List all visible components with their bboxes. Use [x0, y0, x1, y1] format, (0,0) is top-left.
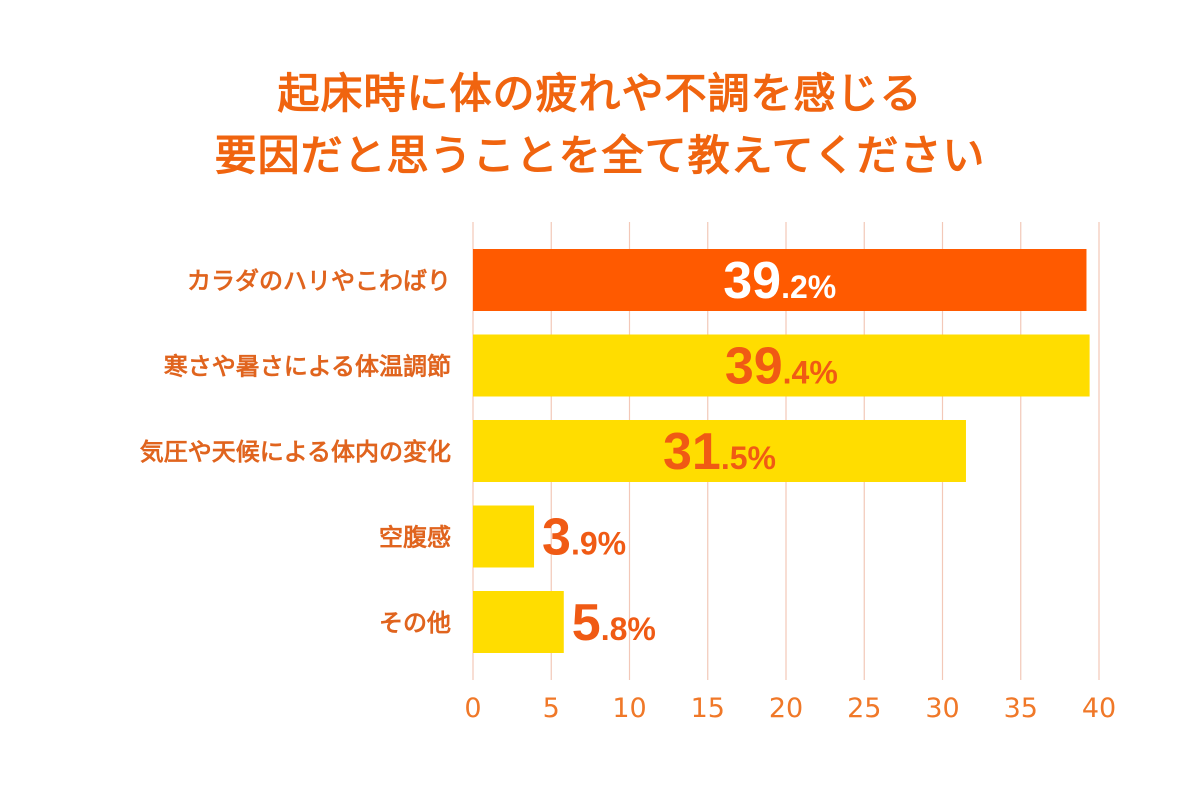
bar	[473, 420, 966, 482]
x-tick-label: 10	[612, 693, 646, 724]
x-tick-label: 25	[847, 693, 881, 724]
chart-title-line-1: 起床時に体の疲れや不調を感じる	[277, 69, 923, 118]
bar-value-decimal: .8%	[601, 611, 656, 647]
x-tick-label: 5	[543, 693, 560, 724]
category-label: 気圧や天候による体内の変化	[140, 438, 451, 466]
bar-value-label: 31.5%	[663, 423, 776, 481]
x-tick-label: 30	[925, 693, 959, 724]
bar-value-integer: 5	[572, 594, 601, 652]
bar-value-integer: 31	[663, 423, 721, 481]
bar	[473, 591, 564, 653]
bar-value-label: 39.4%	[725, 338, 838, 396]
category-label: その他	[379, 609, 451, 637]
bar-value-decimal: .4%	[783, 355, 838, 391]
bar	[473, 334, 1090, 397]
x-tick-label: 0	[464, 693, 481, 724]
bar-value-label: 5.8%	[572, 594, 656, 652]
category-label: カラダのハリやこわばり	[187, 267, 451, 295]
category-label: 空腹感	[379, 524, 451, 552]
bar-value-integer: 39	[725, 338, 783, 396]
bar	[473, 505, 535, 568]
x-tick-label: 40	[1082, 693, 1116, 724]
bar-value-label: 39.2%	[723, 252, 836, 310]
category-label: 寒さや暑さによる体温調節	[164, 353, 451, 381]
bar-value-integer: 39	[723, 252, 781, 310]
chart-title-line-2: 要因だと思うことを全て教えてください	[214, 131, 986, 180]
x-tick-label: 20	[769, 693, 803, 724]
x-tick-label: 35	[1004, 693, 1038, 724]
bar-value-integer: 3	[542, 509, 571, 567]
x-tick-label: 15	[691, 693, 725, 724]
bar-value-decimal: .2%	[781, 269, 836, 305]
bar	[473, 249, 1087, 311]
bar-value-label: 3.9%	[542, 509, 626, 567]
bar-value-decimal: .9%	[571, 526, 626, 562]
bar-value-decimal: .5%	[721, 440, 776, 476]
